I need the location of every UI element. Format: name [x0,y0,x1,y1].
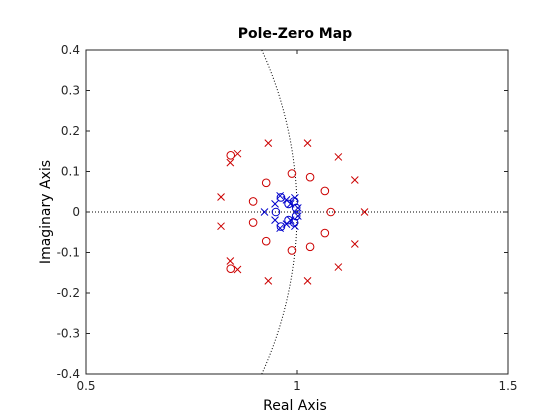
pole-stroke [293,212,302,220]
y-tick-label: 0.3 [61,84,80,98]
x-tick-label: 1 [293,379,301,393]
zero-marker [226,264,236,274]
pole-marker [271,216,279,224]
pole-marker [233,265,242,274]
pole-stroke [293,204,302,212]
zero-marker [305,172,315,182]
plot-area: 0.5 1 1.5 -0.4 -0.3 -0.2 -0.1 0 0.1 0.2 0.3 0.4 [57,43,518,393]
pole-marker [303,276,312,285]
pole-stroke [264,276,273,285]
zero-marker [276,222,286,231]
pole-marker [360,208,369,216]
pole-stroke [334,153,343,161]
zero-marker [261,178,271,188]
zero-marker [271,207,281,217]
pole-stroke [303,139,312,148]
y-tick-label: -0.2 [57,286,80,300]
zero-marker [305,242,315,252]
pole-marker [350,176,359,184]
zero-marker [326,207,336,217]
pole-stroke [271,216,279,224]
pole-marker [282,220,291,229]
y-tick-label: 0.2 [61,124,80,138]
y-tick-label: 0.4 [61,43,80,57]
y-axis-label: Imaginary Axis [38,160,54,264]
y-tick-label: 0 [72,205,80,219]
y-tick-label: -0.3 [57,327,80,341]
zero-marker [291,203,301,213]
pole-marker [293,204,302,212]
x-axis-label: Real Axis [263,398,327,414]
pole-stroke [233,149,242,158]
zero-marker [289,218,299,227]
pole-marker [350,240,359,248]
zero-marker [248,218,258,227]
pole-stroke [350,176,359,184]
pole-stroke [271,200,279,208]
zero-marker [291,211,301,221]
zero-marker [289,197,299,206]
pole-stroke [276,224,284,233]
zero-marker [287,246,297,255]
y-tick-label: -0.4 [57,367,80,381]
zero-marker [287,169,297,178]
pole-marker [260,208,269,216]
pole-stroke [226,257,235,265]
pole-stroke [260,208,269,216]
pole-stroke [217,222,225,231]
zero-marker [284,215,293,225]
chart-title: Pole-Zero Map [238,26,352,42]
x-tick-label: 1.5 [498,379,517,393]
pole-stroke [217,193,225,201]
zero-marker [276,193,286,202]
pole-marker [271,200,279,208]
zero-marker [320,186,330,196]
pole-marker [303,139,312,148]
pole-stroke [233,265,242,274]
pole-marker [293,212,302,220]
pole-marker [217,222,225,231]
x-tick-label: 0.5 [76,379,95,393]
pole-marker [226,158,235,167]
zero-marker [261,236,271,246]
pole-stroke [350,240,359,248]
pole-stroke [282,195,291,204]
axis-ticks: 0.5 1 1.5 -0.4 -0.3 -0.2 -0.1 0 0.1 0.2 0.3 0.4 [57,43,518,393]
pole-marker [217,193,225,201]
y-tick-label: 0.1 [61,165,80,179]
zero-marker [226,151,236,160]
pole-zero-markers [217,139,369,285]
zero-marker [248,197,258,206]
pole-marker [233,149,242,158]
zero-marker [320,228,330,238]
pole-stroke [303,276,312,285]
pole-stroke [360,208,369,216]
zero-marker [284,199,293,209]
pole-stroke [226,158,235,167]
pole-marker [264,139,273,148]
pole-stroke [282,220,291,229]
pole-marker [334,263,343,271]
pole-marker [226,257,235,265]
pole-marker [334,153,343,161]
pole-marker [264,276,273,285]
y-tick-label: -0.1 [57,246,80,260]
pole-stroke [264,139,273,148]
pole-stroke [334,263,343,271]
